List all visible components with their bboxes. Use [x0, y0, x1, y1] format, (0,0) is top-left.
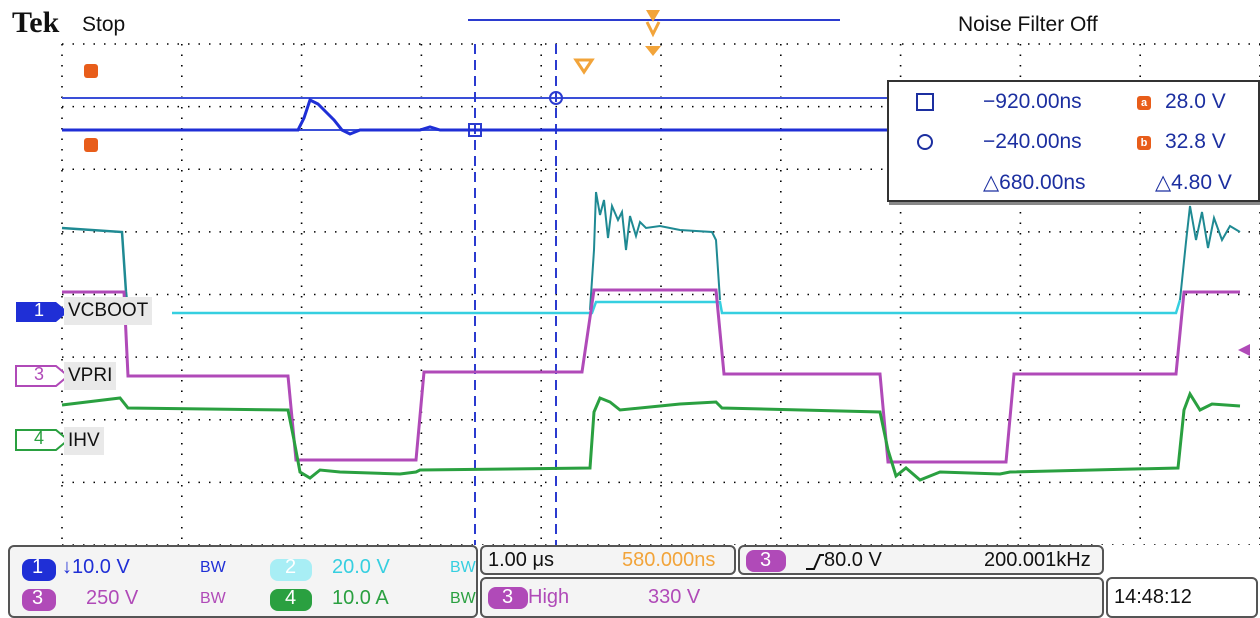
rising-edge-icon — [806, 554, 824, 570]
mode-channel: 3 — [502, 586, 514, 608]
acquisition-mode: High — [528, 586, 570, 608]
trigger-source-badge — [746, 550, 786, 572]
ch1-bandwidth-icon: BW — [200, 559, 226, 576]
mode-channel-badge — [488, 587, 528, 609]
ch4-bandwidth-icon: BW — [450, 590, 476, 607]
cursor-circle-icon — [917, 134, 933, 150]
ch2-spike-2 — [1179, 205, 1241, 301]
ch1-marker[interactable]: 1 — [14, 300, 70, 329]
ch1-trace — [62, 97, 888, 136]
noise-filter-status: Noise Filter Off — [958, 13, 1098, 36]
ch4-marker-icon — [15, 429, 70, 451]
ch1-number: 1 — [34, 300, 45, 320]
ch2-scale: 20.0 V — [332, 556, 390, 578]
timebase-value: 1.00 μs — [488, 549, 555, 571]
acquisition-mode-panel[interactable]: 3 High 330 V — [480, 577, 1104, 618]
ch1-scale-number: 1 — [32, 556, 44, 578]
trigger-frequency: 200.001kHz — [984, 549, 1091, 571]
ch3-trace — [62, 288, 1240, 464]
top-status-bar: Tek Stop Noise Filter Off — [0, 0, 1260, 44]
cursor-b-time: −240.00ns — [983, 130, 1082, 153]
trigger-level: 80.0 V — [824, 549, 882, 571]
ch3-scale-badge — [22, 589, 56, 611]
cursor-delta-time: △680.00ns — [983, 171, 1086, 194]
cursor-a-badge-top — [84, 64, 98, 78]
ch1-scale-badge — [22, 559, 56, 581]
ch3-marker[interactable]: 3 — [14, 364, 70, 393]
ch2-trace-cyan — [172, 299, 1182, 315]
vertical-scale-panel[interactable]: 1 ↓10.0 V BW 2 20.0 V BW 3 250 V BW 4 10… — [8, 545, 478, 618]
mode-value: 330 V — [648, 586, 701, 608]
cursor-a-time: −920.00ns — [983, 90, 1082, 113]
ch3-scale: 250 V — [86, 587, 139, 609]
ch3-scale-number: 3 — [32, 587, 44, 609]
ch3-label: VPRI — [64, 362, 117, 390]
ch4-trace — [61, 390, 1241, 482]
bottom-readout-bar: 1 ↓10.0 V BW 2 20.0 V BW 3 250 V BW 4 10… — [0, 545, 1260, 618]
ch4-marker[interactable]: 4 — [14, 428, 70, 457]
cursor-a-value: 28.0 V — [1165, 90, 1226, 113]
ch1-label: VCBOOT — [64, 297, 153, 325]
ch2-bandwidth-icon: BW — [450, 559, 476, 576]
ch3-bandwidth-icon: BW — [200, 590, 226, 607]
cursor-delta-value: △4.80 V — [1155, 171, 1232, 194]
ch2-scale-number: 2 — [285, 556, 297, 578]
ch1-scale: ↓10.0 V — [62, 556, 130, 578]
ch3-marker-icon — [15, 365, 70, 387]
trigger-marker-icon — [573, 58, 595, 75]
cursor-readout-panel: −920.00ns −240.00ns △680.00ns a b 28.0 V… — [887, 80, 1260, 202]
ch1-marker-icon — [16, 302, 68, 322]
cursor-square-icon — [916, 93, 934, 111]
clock-time: 14:48:12 — [1114, 586, 1192, 608]
ch3-number: 3 — [34, 364, 45, 384]
run-status: Stop — [82, 13, 126, 36]
ch4-scale-badge — [270, 589, 312, 611]
timebase-panel[interactable]: 1.00 μs 580.000ns — [480, 545, 736, 575]
cursor-b-badge-readout: b — [1137, 136, 1151, 150]
trigger-position-icon — [645, 46, 661, 56]
record-position-bar — [468, 10, 840, 38]
ch2-spike-1 — [589, 191, 721, 311]
ch2-scale-badge — [270, 559, 312, 581]
trigger-source: 3 — [760, 549, 772, 571]
cursor-circle-marker — [549, 91, 563, 105]
ch4-scale: 10.0 A — [332, 587, 389, 609]
cursor-b-badge — [84, 138, 98, 152]
trigger-panel[interactable]: 3 80.0 V 200.001kHz — [738, 545, 1104, 575]
cursor-b-value: 32.8 V — [1165, 130, 1226, 153]
cursor-a-badge: a — [1137, 96, 1151, 110]
ch4-label: IHV — [64, 427, 104, 455]
clock-panel: 14:48:12 — [1106, 577, 1258, 618]
ch3-offscreen-indicator — [1238, 344, 1250, 356]
ch4-scale-number: 4 — [285, 587, 297, 609]
trigger-position-value: 580.000ns — [622, 549, 716, 571]
brand-logo: Tek — [12, 6, 60, 39]
ch4-number: 4 — [34, 428, 45, 448]
